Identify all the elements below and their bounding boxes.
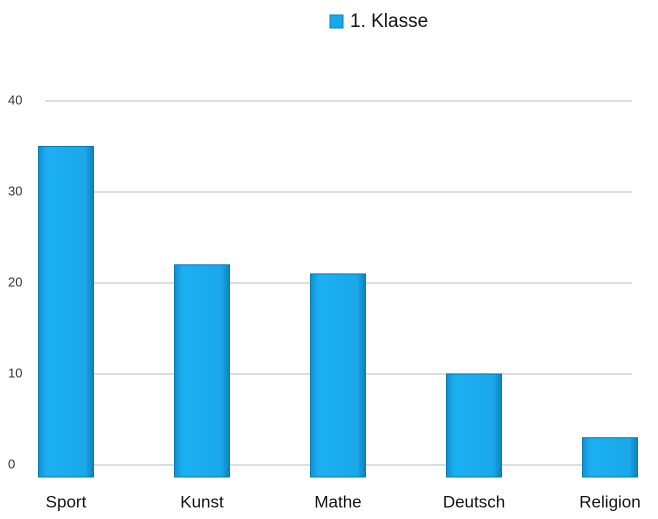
y-tick-label: 0: [8, 456, 15, 471]
x-tick-label: Mathe: [314, 492, 361, 511]
bar: [310, 273, 366, 478]
bar: [38, 146, 94, 478]
x-tick-label: Sport: [46, 492, 87, 511]
bar: [446, 373, 502, 478]
bar: [582, 437, 638, 478]
legend-swatch: [329, 14, 344, 29]
x-tick-label: Religion: [579, 492, 640, 511]
y-tick-label: 20: [8, 274, 22, 289]
y-tick-label: 10: [8, 365, 22, 380]
legend-label: 1. Klasse: [350, 11, 428, 32]
bar: [174, 264, 230, 478]
x-tick-label: Kunst: [180, 492, 224, 511]
y-tick-label: 30: [8, 183, 22, 198]
y-tick-label: 40: [8, 92, 22, 107]
x-tick-label: Deutsch: [443, 492, 505, 511]
